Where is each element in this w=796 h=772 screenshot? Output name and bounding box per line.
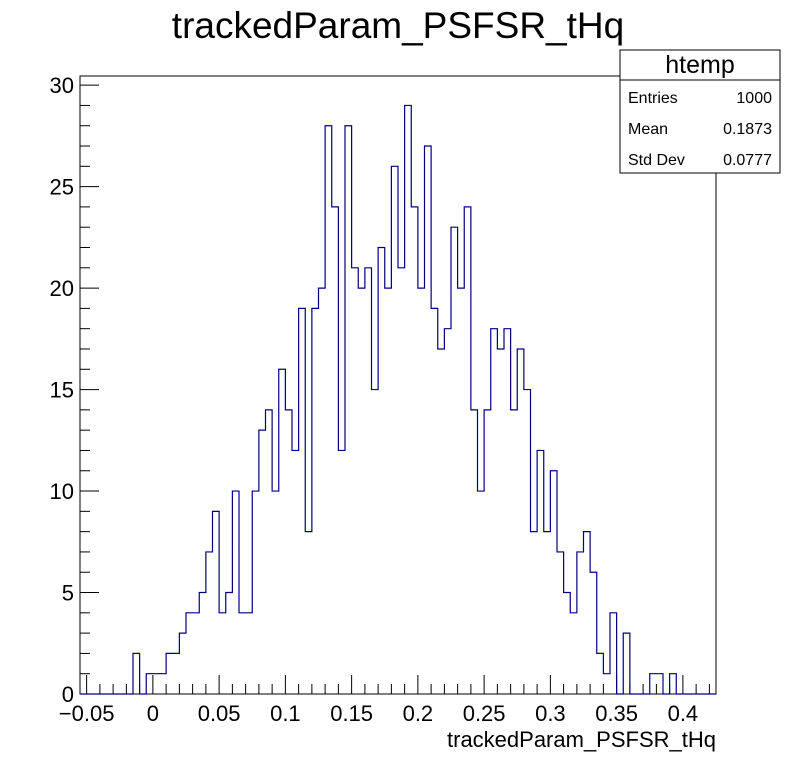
- stats-entries-label: Entries: [628, 90, 678, 107]
- x-tick-label: 0.25: [463, 701, 506, 726]
- x-axis: −0.05 0 0.05 0.1 0.15 0.2 0.25 0.3 0.35 0.4: [59, 675, 710, 726]
- stats-mean-value: 0.1873: [723, 121, 772, 138]
- stats-box: htemp Entries 1000 Mean 0.1873 Std Dev 0…: [619, 49, 781, 174]
- y-tick-label: 10: [50, 479, 74, 504]
- x-axis-label: trackedParam_PSFSR_tHq: [447, 727, 716, 752]
- y-tick-label: 5: [62, 581, 74, 606]
- x-tick-label: 0.15: [330, 701, 373, 726]
- y-tick-label: 30: [50, 73, 74, 98]
- y-axis: 0 5 10 15 20 25 30: [50, 73, 99, 707]
- stats-mean-label: Mean: [628, 121, 668, 138]
- stats-stddev-value: 0.0777: [723, 152, 772, 169]
- y-tick-label: 25: [50, 175, 74, 200]
- chart-title: trackedParam_PSFSR_tHq: [172, 5, 624, 46]
- stats-box-title: htemp: [665, 51, 734, 79]
- stats-entries-value: 1000: [736, 90, 772, 107]
- stats-box-frame: [619, 49, 781, 174]
- x-tick-label: 0: [147, 701, 159, 726]
- plot-frame: [79, 75, 717, 695]
- x-tick-label: 0.4: [668, 701, 699, 726]
- x-tick-label: 0.35: [595, 701, 638, 726]
- y-tick-label: 20: [50, 276, 74, 301]
- x-tick-label: 0.3: [535, 701, 566, 726]
- x-tick-label: 0.2: [403, 701, 434, 726]
- histogram-series-line: [80, 104, 716, 695]
- x-tick-label: −0.05: [59, 701, 115, 726]
- stats-stddev-label: Std Dev: [628, 152, 685, 169]
- x-tick-label: 0.05: [198, 701, 241, 726]
- y-tick-label: 15: [50, 378, 74, 403]
- y-tick-label: 0: [62, 682, 74, 707]
- x-tick-label: 0.1: [270, 701, 301, 726]
